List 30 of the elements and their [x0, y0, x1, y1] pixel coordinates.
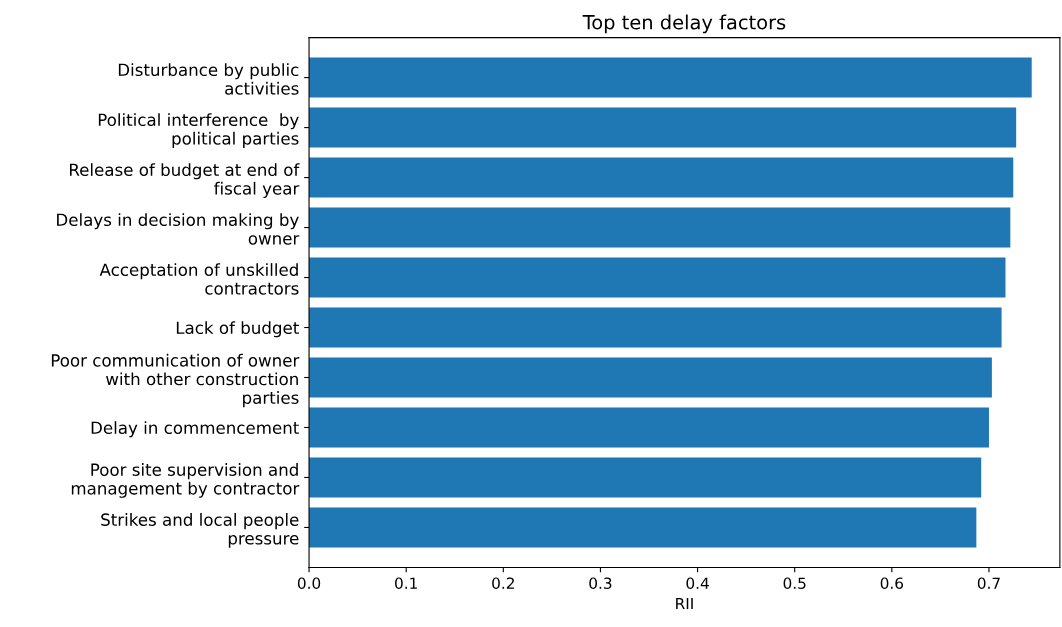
bar: [309, 207, 1011, 248]
y-tick-label: Strikes and local people pressure: [101, 513, 299, 548]
x-tick-label: 0.5: [783, 577, 806, 589]
x-tick-label: 0.7: [977, 577, 1000, 589]
bar: [309, 307, 1002, 348]
bar: [309, 57, 1032, 98]
bar: [309, 157, 1014, 198]
bar: [309, 257, 1006, 298]
x-tick-label: 0.1: [395, 577, 417, 589]
bar: [309, 457, 982, 498]
y-tick-label: Political interference by political parties: [98, 113, 299, 148]
y-tick-label: Lack of budget: [176, 321, 299, 338]
bar: [309, 357, 992, 398]
y-tick-label: Release of budget at end of fiscal year: [69, 163, 300, 198]
bar: [309, 407, 989, 448]
y-tick-label: Delay in commencement: [91, 421, 299, 438]
y-tick-label: Disturbance by public activities: [118, 63, 299, 95]
x-tick-label: 0.4: [686, 577, 709, 589]
y-tick-label: Poor communication of owner with other construction parties: [51, 353, 300, 408]
bar: [309, 107, 1017, 148]
y-tick-label: Acceptation of unskilled contractors: [99, 263, 299, 295]
chart-title: Top ten delay factors: [582, 14, 786, 34]
x-tick-label: 0.3: [589, 577, 612, 589]
x-tick-label: 0.2: [492, 577, 514, 589]
x-tick-label: 0.6: [880, 577, 904, 589]
y-tick-label: Delays in decision making by owner: [57, 213, 300, 245]
x-tick-label: 0.0: [297, 577, 321, 589]
x-axis-title: RII: [676, 597, 693, 610]
y-tick-label: Poor site supervision and management by contractor: [71, 463, 300, 498]
bar: [309, 507, 977, 548]
